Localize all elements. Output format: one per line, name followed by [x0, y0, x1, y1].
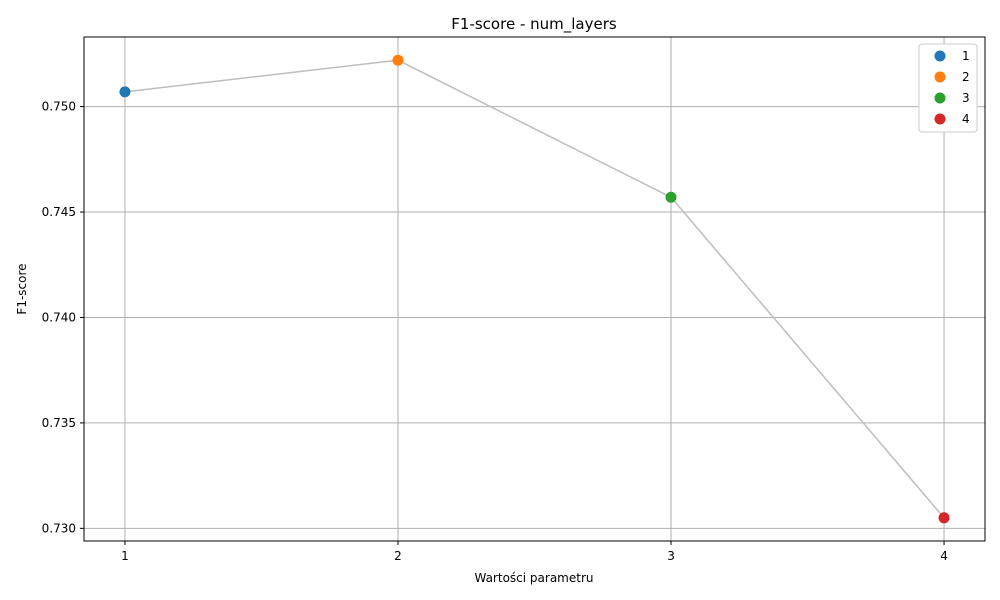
plot-frame [83, 36, 986, 542]
x-axis-label: Wartości parametru [474, 571, 593, 585]
x-tick-label: 1 [121, 549, 129, 563]
y-axis: 0.730 0.735 0.740 0.745 0.750 [42, 100, 84, 535]
series-line [124, 59, 945, 519]
legend-label: 2 [962, 70, 970, 84]
y-tick-label: 0.750 [42, 100, 76, 114]
data-point-4 [938, 512, 950, 524]
legend-label: 1 [962, 49, 970, 63]
y-tick-label: 0.730 [42, 521, 76, 535]
x-tick-label: 4 [940, 549, 948, 563]
grid [84, 37, 985, 541]
legend-box [918, 43, 978, 133]
data-point-2 [392, 54, 404, 66]
legend-label: 3 [962, 91, 970, 105]
y-tick-label: 0.735 [42, 416, 76, 430]
y-axis-label: F1-score [15, 263, 29, 314]
legend-label: 4 [962, 112, 970, 126]
legend-marker-2 [934, 71, 946, 83]
points [119, 54, 950, 524]
x-tick-label: 2 [394, 549, 402, 563]
x-tick-label: 3 [667, 549, 675, 563]
chart-title: F1-score - num_layers [451, 15, 617, 34]
y-tick-label: 0.740 [42, 310, 76, 324]
line-layer [124, 59, 945, 519]
data-point-3 [665, 191, 677, 203]
legend-marker-1 [934, 50, 946, 62]
y-tick-label: 0.745 [42, 205, 76, 219]
x-axis: 1 2 3 4 [121, 541, 948, 563]
legend: 1 2 3 4 [918, 43, 978, 133]
data-point-1 [119, 86, 131, 98]
legend-marker-4 [934, 113, 946, 125]
legend-marker-3 [934, 92, 946, 104]
